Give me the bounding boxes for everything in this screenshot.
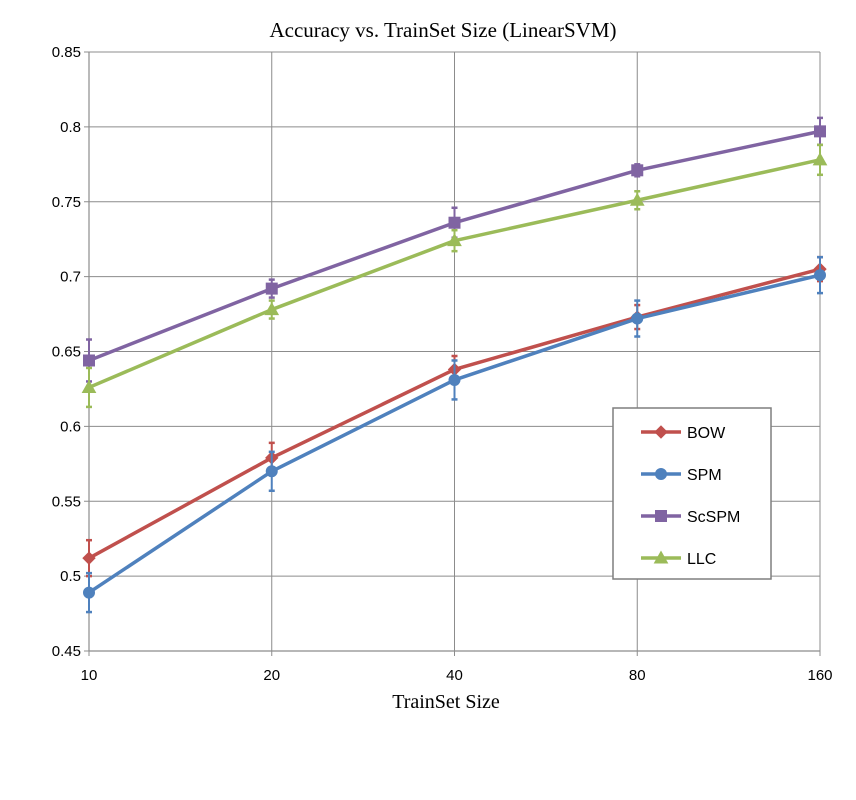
y-tick-label: 0.8 xyxy=(60,119,81,136)
data-point xyxy=(629,192,645,206)
y-tick-label: 0.45 xyxy=(52,643,81,660)
x-tick-label: 20 xyxy=(263,667,280,684)
series-group xyxy=(81,116,828,614)
legend-item-llc: LLC xyxy=(641,550,716,568)
data-point xyxy=(83,586,95,599)
y-tick-label: 0.75 xyxy=(52,194,81,211)
data-point xyxy=(82,551,96,565)
x-tick-label: 80 xyxy=(629,667,646,684)
y-tick-label: 0.6 xyxy=(60,418,81,435)
legend-marker xyxy=(655,510,667,522)
data-point xyxy=(448,373,461,386)
y-tick-label: 0.85 xyxy=(52,44,81,61)
legend-label: BOW xyxy=(687,425,726,442)
data-point xyxy=(631,312,644,325)
y-tick-label: 0.7 xyxy=(60,269,81,286)
data-point xyxy=(83,354,95,367)
x-axis-title: TrainSet Size xyxy=(392,691,500,713)
y-tick-label: 0.5 xyxy=(60,568,81,585)
legend-label: LLC xyxy=(687,551,716,568)
legend-marker xyxy=(653,550,669,564)
legend-item-spm: SPM xyxy=(641,467,722,484)
data-point xyxy=(631,164,644,177)
legend: BOW SPM ScSPM LLC xyxy=(612,407,772,580)
chart-title: Accuracy vs. TrainSet Size (LinearSVM) xyxy=(269,18,616,42)
data-point xyxy=(448,216,461,229)
legend-item-scspm: ScSPM xyxy=(641,509,740,526)
x-tick-label: 40 xyxy=(446,667,463,684)
data-point xyxy=(265,465,278,478)
legend-box xyxy=(612,407,772,580)
legend-marker xyxy=(654,425,668,439)
legend-label: SPM xyxy=(687,467,722,484)
data-point xyxy=(812,152,828,166)
legend-item-bow: BOW xyxy=(641,425,726,442)
y-tick-label: 0.65 xyxy=(52,344,81,361)
series-scspm xyxy=(83,116,826,383)
data-point xyxy=(81,379,97,393)
series-spm xyxy=(83,255,826,614)
data-point xyxy=(265,282,278,295)
data-point xyxy=(447,233,462,247)
y-tick-label: 0.55 xyxy=(52,493,81,510)
legend-marker xyxy=(655,468,667,480)
x-tick-label: 160 xyxy=(807,667,832,684)
legend-label: ScSPM xyxy=(687,509,740,526)
data-point xyxy=(814,269,826,282)
x-tick-label: 10 xyxy=(81,667,98,684)
data-point xyxy=(264,302,280,316)
y-tick-labels: 0.45 0.5 0.55 0.6 0.65 0.7 0.75 0.8 0.85 xyxy=(52,44,81,660)
data-point xyxy=(814,125,826,138)
series-llc xyxy=(81,143,828,409)
x-tick-labels: 10 20 40 80 160 xyxy=(81,667,833,684)
